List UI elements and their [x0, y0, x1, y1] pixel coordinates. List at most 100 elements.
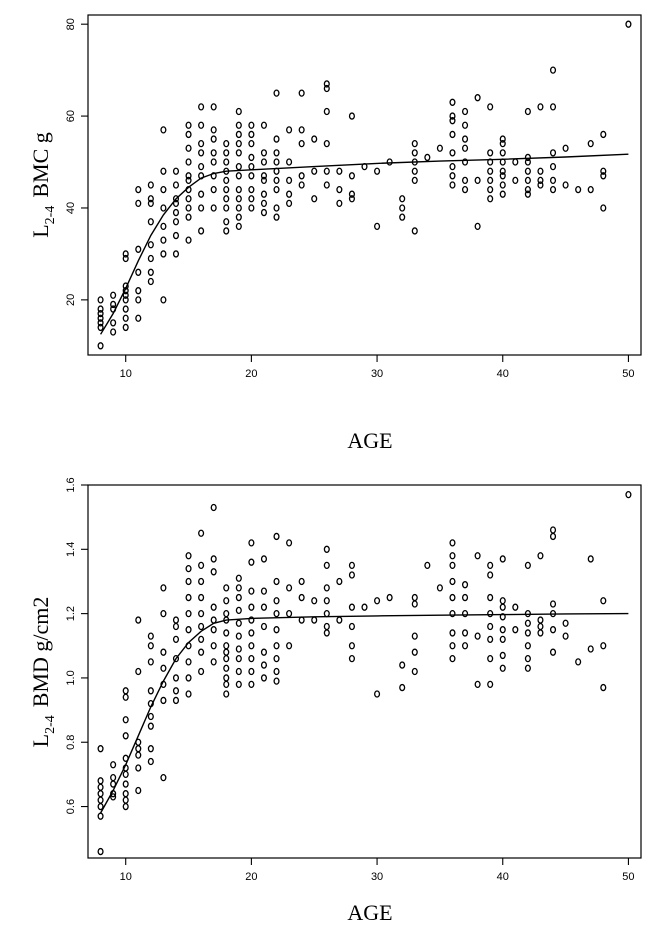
bmc-data-point: [135, 268, 142, 276]
bmc-x-axis-title: AGE: [347, 428, 392, 453]
bmc-data-point: [172, 199, 180, 208]
bmd-data-point: [273, 609, 280, 618]
bmc-data-point: [185, 176, 192, 185]
bmd-data-point: [198, 561, 205, 570]
bmc-data-point: [135, 314, 142, 322]
bmd-data-point: [172, 687, 180, 695]
bmc-data-point: [97, 305, 104, 313]
bmd-data-point: [97, 812, 104, 820]
bmc-data-point: [248, 153, 255, 162]
bmc-y-axis: 20 40 60 80: [65, 18, 88, 306]
bmc-data-point: [135, 185, 142, 194]
bmc-data-point: [223, 218, 230, 226]
bmd-data-point: [122, 802, 129, 811]
bmc-data-point: [348, 195, 355, 203]
bmc-data-point: [160, 167, 167, 175]
bmd-data-point: [97, 790, 104, 798]
bmd-data-point: [461, 629, 469, 637]
bmc-y-tick-label: 40: [65, 202, 77, 214]
bmc-data-point: [499, 139, 506, 148]
bmd-data-point: [122, 780, 129, 788]
bmc-data-point: [185, 236, 192, 244]
bmd-y-tick-label: 0.6: [65, 799, 77, 814]
bmd-data-point: [374, 690, 381, 698]
bmd-data-point: [474, 680, 481, 689]
bmd-data-point: [449, 561, 456, 570]
bmd-data-point: [160, 696, 167, 705]
bmc-data-point: [537, 176, 544, 185]
bmd-data-point: [172, 622, 180, 631]
bmd-data-point: [248, 539, 255, 547]
bmc-data-point: [260, 199, 268, 208]
bmd-data-point: [198, 667, 205, 676]
bmc-data-point: [260, 121, 268, 129]
bmd-data-point: [135, 667, 142, 676]
bmd-data-point: [487, 593, 494, 602]
bmc-data-point: [600, 204, 607, 212]
bmd-data-point: [298, 577, 305, 586]
bmc-data-point: [172, 181, 180, 189]
bmd-data-point: [185, 609, 192, 618]
bmd-data-point: [260, 603, 268, 611]
bmc-data-point: [135, 199, 142, 208]
bmd-data-point: [248, 616, 255, 624]
bmc-data-point: [147, 199, 154, 208]
bmd-data-point: [487, 635, 494, 643]
bmd-data-point: [298, 593, 305, 602]
bmc-data-point: [210, 135, 217, 143]
bmc-data-point: [223, 195, 230, 203]
bmd-data-point: [160, 584, 167, 592]
bmd-data-point: [198, 648, 205, 656]
bmc-data-point: [336, 167, 343, 175]
bmc-data-point: [411, 139, 418, 148]
bmd-y-title-sub: 2-4: [43, 715, 58, 734]
bmd-data-point: [147, 712, 154, 721]
bmc-data-point: [487, 176, 494, 185]
bmc-data-point: [235, 213, 242, 221]
bmc-data-point: [147, 268, 154, 276]
bmd-data-point: [487, 561, 494, 570]
bmc-chart-panel: 10 20 30 40 50 20 40 60 80 AGE L2-4 BMC g: [28, 14, 642, 453]
bmd-data-point: [248, 642, 255, 650]
bmd-data-point: [499, 555, 506, 563]
bmd-data-point: [524, 642, 531, 650]
bmd-data-point: [248, 603, 255, 611]
bmc-data-point: [97, 319, 104, 327]
bmd-data-point: [135, 745, 142, 753]
bmd-data-point: [122, 732, 129, 740]
bmd-data-point: [348, 622, 355, 631]
bmd-data-point: [198, 609, 205, 618]
bmc-data-point: [524, 167, 531, 175]
bmd-data-point: [97, 777, 104, 785]
bmd-data-point: [210, 603, 217, 611]
bmd-data-point: [449, 539, 456, 547]
bmd-data-point: [210, 568, 217, 576]
bmc-x-axis: 10 20 30 40 50: [120, 355, 635, 380]
bmc-data-point: [185, 172, 192, 180]
bmd-data-point: [260, 674, 268, 682]
bmd-data-point: [537, 616, 544, 624]
bmd-data-point: [172, 635, 180, 643]
bmd-data-point: [122, 770, 129, 779]
bmd-data-point: [487, 622, 494, 631]
bmc-data-point: [549, 149, 557, 157]
bmd-data-point: [172, 696, 180, 705]
bmd-data-point: [461, 593, 469, 602]
bmd-data-point: [436, 584, 443, 592]
bmc-x-tick-label: 20: [245, 368, 257, 380]
bmc-data-point: [449, 181, 456, 189]
bmd-data-point: [549, 532, 557, 541]
bmc-data-point: [273, 204, 280, 212]
bmc-data-point: [172, 195, 180, 203]
bmd-data-point: [487, 654, 494, 663]
bmc-data-point: [461, 158, 469, 166]
bmc-data-point: [537, 181, 544, 189]
bmc-data-point: [449, 98, 456, 106]
bmd-data-point: [210, 616, 217, 624]
bmd-data-point: [248, 654, 255, 663]
bmd-data-point: [198, 529, 205, 537]
bmc-data-point: [235, 107, 242, 116]
bmd-data-point: [97, 745, 104, 753]
bmd-data-point: [122, 693, 129, 701]
bmc-data-point: [600, 167, 607, 175]
